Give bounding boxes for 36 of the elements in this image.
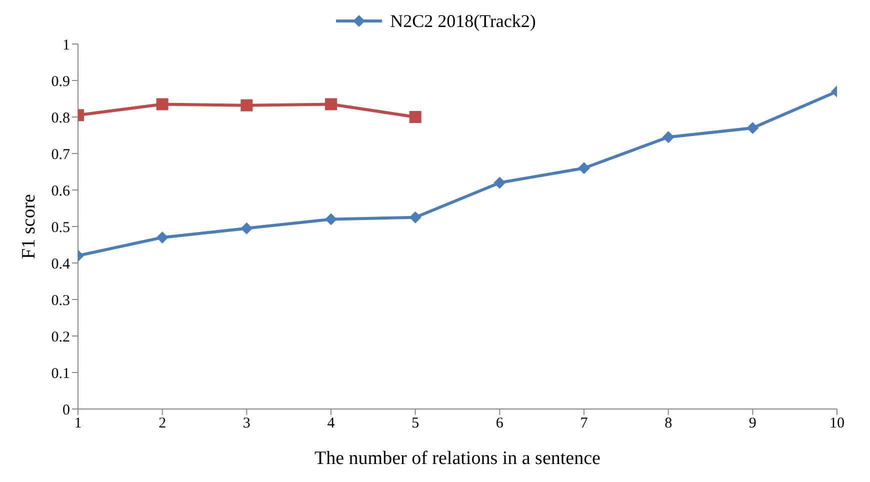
x-tick-label: 10 <box>830 416 844 432</box>
x-tick-label: 4 <box>327 416 336 432</box>
y-tick-label: 0.6 <box>51 183 70 200</box>
point <box>156 231 168 244</box>
y-tick-label: 0.8 <box>51 110 70 126</box>
x-tick-label: 8 <box>664 416 672 432</box>
x-tick-label: 7 <box>580 416 588 432</box>
y-tick-label: 1 <box>62 37 70 54</box>
y-tick-label: 0.1 <box>51 366 70 382</box>
x-tick-label: 5 <box>412 416 420 432</box>
point <box>662 131 674 144</box>
y-tick-label: 0.3 <box>51 292 70 309</box>
x-tick-label: 3 <box>242 416 250 432</box>
y-tick-label: 0.5 <box>51 220 70 236</box>
point <box>578 162 590 174</box>
y-tick-label: 0 <box>62 402 70 418</box>
point <box>325 213 337 226</box>
y-tick-label: 0.4 <box>51 256 70 272</box>
y-tick-label: 0.7 <box>51 146 70 163</box>
point <box>240 222 253 234</box>
x-tick-label: 9 <box>748 416 756 432</box>
y-axis-title: F1 score <box>18 194 40 259</box>
y-tick-label: 0.2 <box>51 329 70 346</box>
x-tick-label: 1 <box>74 416 82 432</box>
point <box>409 211 422 224</box>
y-tick-label: 0.9 <box>51 74 70 90</box>
x-axis-title: The number of relations in a sentence <box>314 448 600 469</box>
point <box>409 111 422 123</box>
point <box>325 98 337 110</box>
x-tick-label: 6 <box>496 416 504 432</box>
legend-label: N2C2 2018(Track2) <box>390 10 536 32</box>
point <box>240 99 253 112</box>
x-tick-label: 2 <box>158 416 166 432</box>
point <box>746 122 759 134</box>
point <box>494 176 506 189</box>
point <box>156 98 168 110</box>
